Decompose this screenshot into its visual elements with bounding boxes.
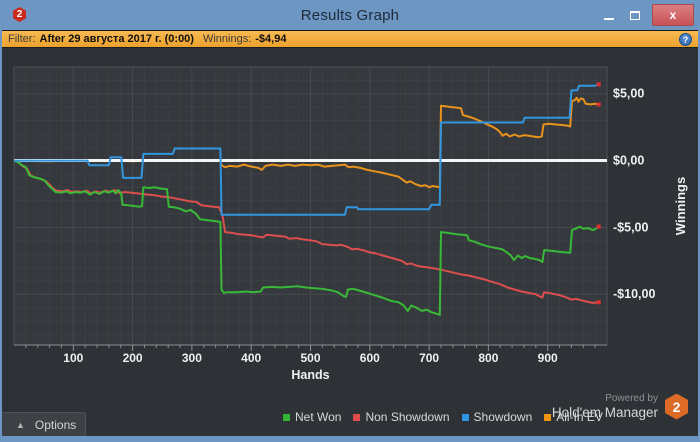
svg-text:500: 500 xyxy=(300,351,320,365)
winnings-value: -$4,94 xyxy=(255,33,287,45)
svg-text:Winnings: Winnings xyxy=(673,177,688,235)
legend-label: Net Won xyxy=(295,410,342,424)
powered-by-block: Powered by Hold'em Manager 2 xyxy=(552,393,688,420)
maximize-icon xyxy=(630,10,640,20)
svg-text:Hands: Hands xyxy=(291,368,329,382)
svg-text:$0,00: $0,00 xyxy=(613,154,644,168)
close-icon: x xyxy=(669,8,677,22)
minimize-icon xyxy=(604,18,614,20)
legend-item-showdown[interactable]: Showdown xyxy=(461,410,533,424)
svg-text:300: 300 xyxy=(182,351,202,365)
legend-swatch-icon xyxy=(353,413,361,421)
legend-swatch-icon xyxy=(283,413,290,421)
window-controls: x xyxy=(596,3,694,27)
svg-text:100: 100 xyxy=(63,351,83,365)
svg-text:900: 900 xyxy=(538,351,558,365)
maximize-button[interactable] xyxy=(622,4,648,26)
options-button[interactable]: ▲ Options xyxy=(2,412,86,436)
title-bar: 2 Results Graph x xyxy=(0,0,700,30)
svg-text:800: 800 xyxy=(478,351,498,365)
filter-value: After 29 августа 2017 г. (0:00) xyxy=(39,33,194,45)
options-label: Options xyxy=(34,417,77,432)
legend-swatch-icon xyxy=(461,413,469,421)
minimize-button[interactable] xyxy=(596,4,622,26)
brand-name: Hold'em Manager xyxy=(551,405,658,420)
hm2-logo-icon: 2 xyxy=(13,7,26,22)
winnings-label: Winnings: xyxy=(202,33,252,45)
legend-label: Showdown xyxy=(473,410,533,424)
svg-text:$5,00: $5,00 xyxy=(613,87,644,101)
svg-text:700: 700 xyxy=(419,351,439,365)
svg-text:-$5,00: -$5,00 xyxy=(613,220,648,234)
powered-by-label: Powered by xyxy=(605,393,658,404)
results-chart: 100 200 300 400 500 600 700 800 900 Hands $5,00 $0,… xyxy=(13,66,688,382)
filter-bar: Filter: After 29 августа 2017 г. (0:00) … xyxy=(2,30,698,48)
svg-text:400: 400 xyxy=(241,351,261,365)
chart-panel: 100 200 300 400 500 600 700 800 900 Hands $5,00 $0,… xyxy=(2,48,698,436)
help-icon[interactable]: ? xyxy=(679,33,692,46)
legend-swatch-icon xyxy=(544,413,552,421)
filter-label: Filter: xyxy=(8,33,36,45)
chevron-up-icon: ▲ xyxy=(16,419,25,430)
legend-label: Non Showdown xyxy=(365,410,450,424)
legend-item-all-in-ev[interactable]: All-In EV xyxy=(544,410,603,424)
legend-item-non-showdown[interactable]: Non Showdown xyxy=(353,410,450,424)
svg-text:-$10,00: -$10,00 xyxy=(613,287,655,301)
svg-text:200: 200 xyxy=(123,351,143,365)
svg-text:600: 600 xyxy=(360,351,380,365)
hm2-badge-icon: 2 xyxy=(665,393,688,420)
legend-item-net-won[interactable]: Net Won xyxy=(283,410,341,424)
chart-legend: Net Won Non Showdown Showdown All-In EV xyxy=(283,409,603,425)
legend-label: All-In EV xyxy=(556,410,603,424)
window-title: Results Graph xyxy=(300,6,400,24)
close-button[interactable]: x xyxy=(652,4,694,26)
